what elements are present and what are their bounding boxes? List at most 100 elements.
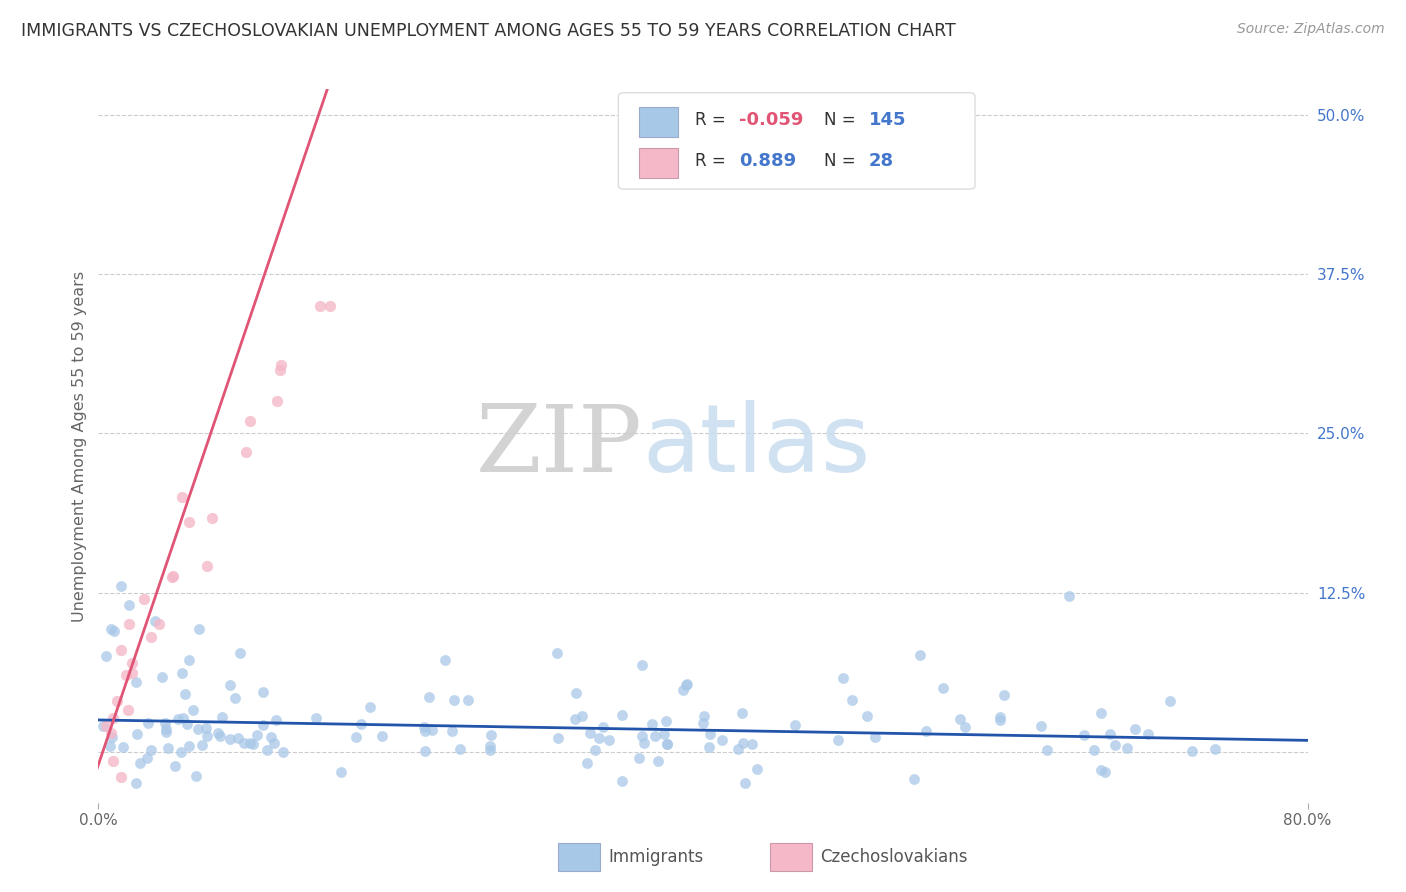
Point xyxy=(418,690,440,705)
Text: 145: 145 xyxy=(869,111,905,128)
Point xyxy=(226,731,249,745)
Point xyxy=(160,570,183,584)
Point xyxy=(305,711,328,725)
Point xyxy=(101,730,124,744)
Text: 0.889: 0.889 xyxy=(740,153,796,170)
Point xyxy=(141,630,163,644)
Point xyxy=(110,579,132,593)
Point xyxy=(136,751,159,765)
Point xyxy=(571,709,593,723)
Point xyxy=(676,677,699,691)
Point xyxy=(195,558,218,573)
Point xyxy=(1123,722,1146,736)
Point xyxy=(350,717,373,731)
Point xyxy=(127,726,149,740)
Point xyxy=(94,649,117,664)
Point xyxy=(91,719,114,733)
Point xyxy=(370,730,392,744)
Point xyxy=(100,739,122,754)
Point xyxy=(260,731,283,745)
Point xyxy=(631,658,654,673)
Point xyxy=(174,687,197,701)
Point xyxy=(101,754,124,768)
Point xyxy=(1090,706,1112,720)
Point xyxy=(319,299,342,313)
Point xyxy=(479,739,502,753)
Point xyxy=(993,688,1015,702)
Point xyxy=(118,599,141,613)
Point xyxy=(308,299,330,313)
Point xyxy=(252,685,274,699)
FancyBboxPatch shape xyxy=(638,107,678,137)
Point xyxy=(433,652,456,666)
Point xyxy=(264,713,287,727)
Point xyxy=(988,709,1011,723)
Point xyxy=(1115,740,1137,755)
Point xyxy=(145,614,167,628)
Point xyxy=(1057,590,1080,604)
Point xyxy=(546,646,568,660)
Point xyxy=(187,722,209,736)
Point xyxy=(831,671,853,685)
Point xyxy=(697,739,720,754)
Point xyxy=(162,568,184,582)
Point xyxy=(172,711,194,725)
Point xyxy=(578,725,600,739)
Point xyxy=(675,678,697,692)
Point xyxy=(184,769,207,783)
Point xyxy=(633,736,655,750)
Point xyxy=(1104,738,1126,752)
Point xyxy=(1090,763,1112,777)
Point xyxy=(672,682,695,697)
Point xyxy=(783,718,806,732)
Point xyxy=(583,743,606,757)
Point xyxy=(170,490,193,504)
Point xyxy=(443,693,465,707)
Point xyxy=(100,725,122,739)
FancyBboxPatch shape xyxy=(638,148,678,178)
Point xyxy=(105,694,128,708)
Point xyxy=(692,716,714,731)
Point xyxy=(733,736,755,750)
Point xyxy=(191,739,214,753)
Point xyxy=(110,770,132,784)
Text: Source: ZipAtlas.com: Source: ZipAtlas.com xyxy=(1237,22,1385,37)
Point xyxy=(1181,744,1204,758)
Point xyxy=(270,358,292,372)
Point xyxy=(457,693,479,707)
Point xyxy=(208,729,231,743)
Point xyxy=(224,691,246,706)
Point xyxy=(655,737,678,751)
Point xyxy=(129,756,152,770)
Point xyxy=(94,719,117,733)
Point xyxy=(242,737,264,751)
Point xyxy=(117,703,139,717)
Point xyxy=(598,732,620,747)
Point xyxy=(734,775,756,789)
FancyBboxPatch shape xyxy=(619,93,976,189)
Point xyxy=(449,742,471,756)
Point xyxy=(252,718,274,732)
Point xyxy=(111,739,134,754)
Point xyxy=(547,731,569,745)
Point xyxy=(114,668,136,682)
Point xyxy=(1159,694,1181,708)
Point xyxy=(330,764,353,779)
Point xyxy=(478,743,501,757)
Point xyxy=(908,648,931,662)
Point xyxy=(1094,764,1116,779)
Point xyxy=(610,773,633,788)
Point xyxy=(183,703,205,717)
Point xyxy=(132,591,155,606)
Point xyxy=(565,686,588,700)
Point xyxy=(201,511,224,525)
Point xyxy=(841,693,863,707)
Text: IMMIGRANTS VS CZECHOSLOVAKIAN UNEMPLOYMENT AMONG AGES 55 TO 59 YEARS CORRELATION: IMMIGRANTS VS CZECHOSLOVAKIAN UNEMPLOYME… xyxy=(21,22,956,40)
Point xyxy=(856,708,879,723)
Text: N =: N = xyxy=(824,111,860,128)
Point xyxy=(125,674,148,689)
Point xyxy=(955,720,977,734)
FancyBboxPatch shape xyxy=(558,844,600,871)
Point xyxy=(564,712,586,726)
Point xyxy=(693,708,716,723)
